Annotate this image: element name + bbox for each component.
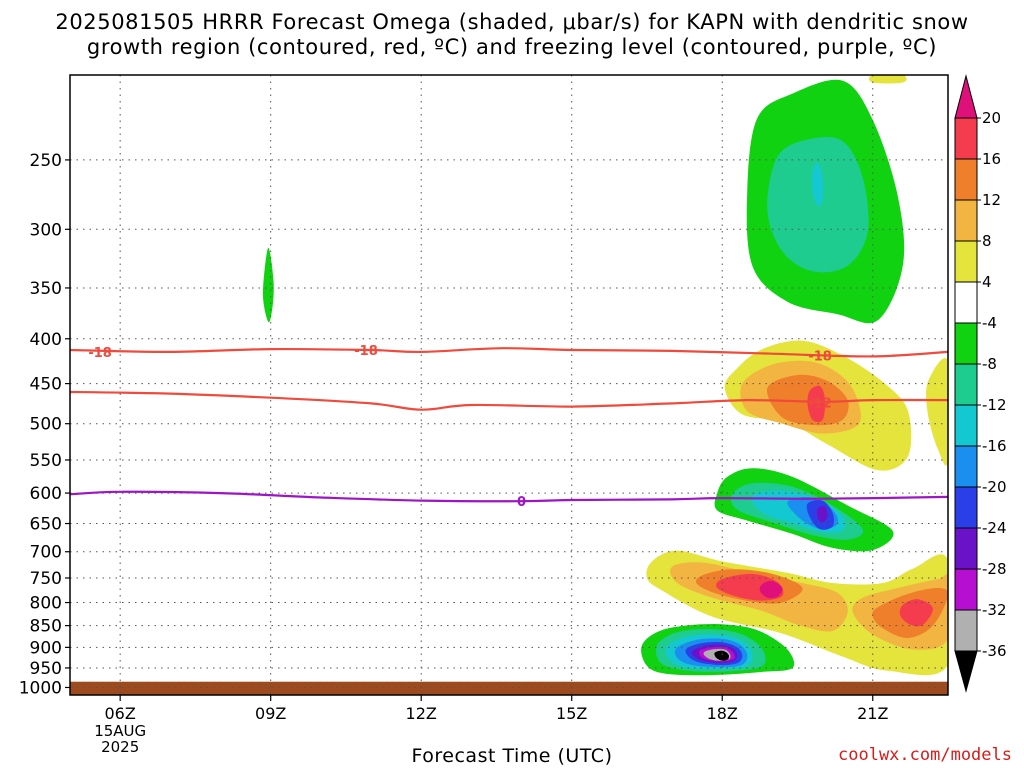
contour-label-text: -12 [808,397,832,412]
colorbar-tick-label-10: -24 [982,519,1007,537]
contour-label-1: -18 [354,344,378,359]
colorbar-tick-label-7: -12 [982,396,1007,414]
contour-line--18 [70,347,948,358]
contour-labels: -18 -18 -18 -12 0 [88,344,832,510]
colorbar-tick-label-3: 8 [982,232,992,250]
y-tick-label-1000: 1000 [19,678,62,698]
colorbar-tick-label-6: -8 [982,355,997,373]
x-date-label-0: 15AUG [94,722,146,740]
footer-credit: coolwx.com/models [838,745,1012,765]
y-tick-label-750: 750 [30,569,62,589]
chart-title-line-2: growth region (contoured, red, ºC) and f… [86,35,938,59]
x-tick-label-12Z: 12Z [406,704,437,723]
omega-region-3 [262,247,274,323]
colorbar-tick-label-4: 4 [982,273,992,291]
y-tick-label-950: 950 [30,659,62,679]
colorbar-segment-8 [954,445,978,488]
contour-line--12 [70,390,948,411]
chart-title-line-1: 2025081505 HRRR Forecast Omega (shaded, … [55,10,969,34]
colorbar-segment-9 [954,486,978,529]
y-tick-label-350: 350 [30,279,62,299]
colorbar-segment-4 [954,281,978,324]
colorbar-tick-label-8: -16 [982,437,1007,455]
contour-label-2: -18 [808,350,832,365]
y-tick-label-450: 450 [30,375,62,395]
plot-frame [69,74,949,696]
y-tick-label-700: 700 [30,543,62,563]
contour-label-text: -18 [354,344,378,359]
x-tick-label-18Z: 18Z [707,704,738,723]
colorbar-segment-6 [954,363,978,406]
colorbar-tick-label-0: 20 [982,109,1001,127]
colorbar-segment-2 [954,199,978,242]
omega-region-32 [868,75,907,84]
contour-label-3: -12 [808,397,832,412]
colorbar-segment-7 [954,404,978,447]
omega-shaded-regions [262,75,948,676]
contour-line-0 [70,490,948,503]
y-tick-label-800: 800 [30,594,62,614]
omega-region-8 [926,358,948,466]
y-tick-label-500: 500 [30,415,62,435]
contour-label-text: 0 [517,495,526,510]
y-tick-label-900: 900 [30,638,62,658]
y-tick-label-400: 400 [30,330,62,350]
colorbar-tick-label-11: -28 [982,560,1007,578]
colorbar-segment-5 [954,322,978,365]
contour-label-0: -18 [88,346,112,361]
y-tick-label-550: 550 [30,451,62,471]
omega-region-22 [759,580,783,599]
x-tick-label-06Z: 06Z [105,704,136,723]
contour-label-text: -18 [88,346,112,361]
y-tick-label-250: 250 [30,151,62,171]
colorbar-bottom-extend [954,650,978,693]
colorbar-segment-0 [954,117,978,160]
x-tick-label-15Z: 15Z [556,704,587,723]
contour-label-text: -18 [808,350,832,365]
temperature-contours [70,347,948,503]
y-tick-label-300: 300 [30,220,62,240]
colorbar-tick-label-5: -4 [982,314,997,332]
colorbar-tick-label-1: 16 [982,150,1001,168]
contour-label-4: 0 [517,495,526,510]
colorbar-tick-label-9: -20 [982,478,1007,496]
omega-region-14 [816,506,828,523]
colorbar-top-extend [954,74,978,119]
terrain-band [70,681,948,695]
y-tick-label-850: 850 [30,617,62,637]
x-date-label-1: 2025 [101,738,139,756]
y-tick-label-600: 600 [30,484,62,504]
x-axis-label: Forecast Time (UTC) [411,745,613,767]
x-tick-label-21Z: 21Z [857,704,888,723]
omega-colorbar: 20 16 12 8 4 -4 -8 -12 -16 -20 -24 -28 -32 -36 [954,74,1007,693]
omega-region-21 [899,599,933,627]
omega-region-2 [811,162,824,207]
omega-region-31 [714,650,730,661]
colorbar-segment-1 [954,158,978,201]
colorbar-segment-10 [954,527,978,570]
colorbar-segment-11 [954,568,978,611]
colorbar-tick-label-12: -32 [982,601,1007,619]
omega-region-7 [807,385,826,423]
colorbar-tick-label-13: -36 [982,642,1007,660]
terrain-fill [70,681,948,695]
y-axis-tick-labels: 2503003504004505005506006507007508008509… [19,151,70,698]
colorbar-segment-3 [954,240,978,283]
colorbar-tick-label-2: 12 [982,191,1001,209]
y-tick-label-650: 650 [30,515,62,535]
colorbar-segment-12 [954,609,978,652]
x-tick-label-09Z: 09Z [255,704,286,723]
